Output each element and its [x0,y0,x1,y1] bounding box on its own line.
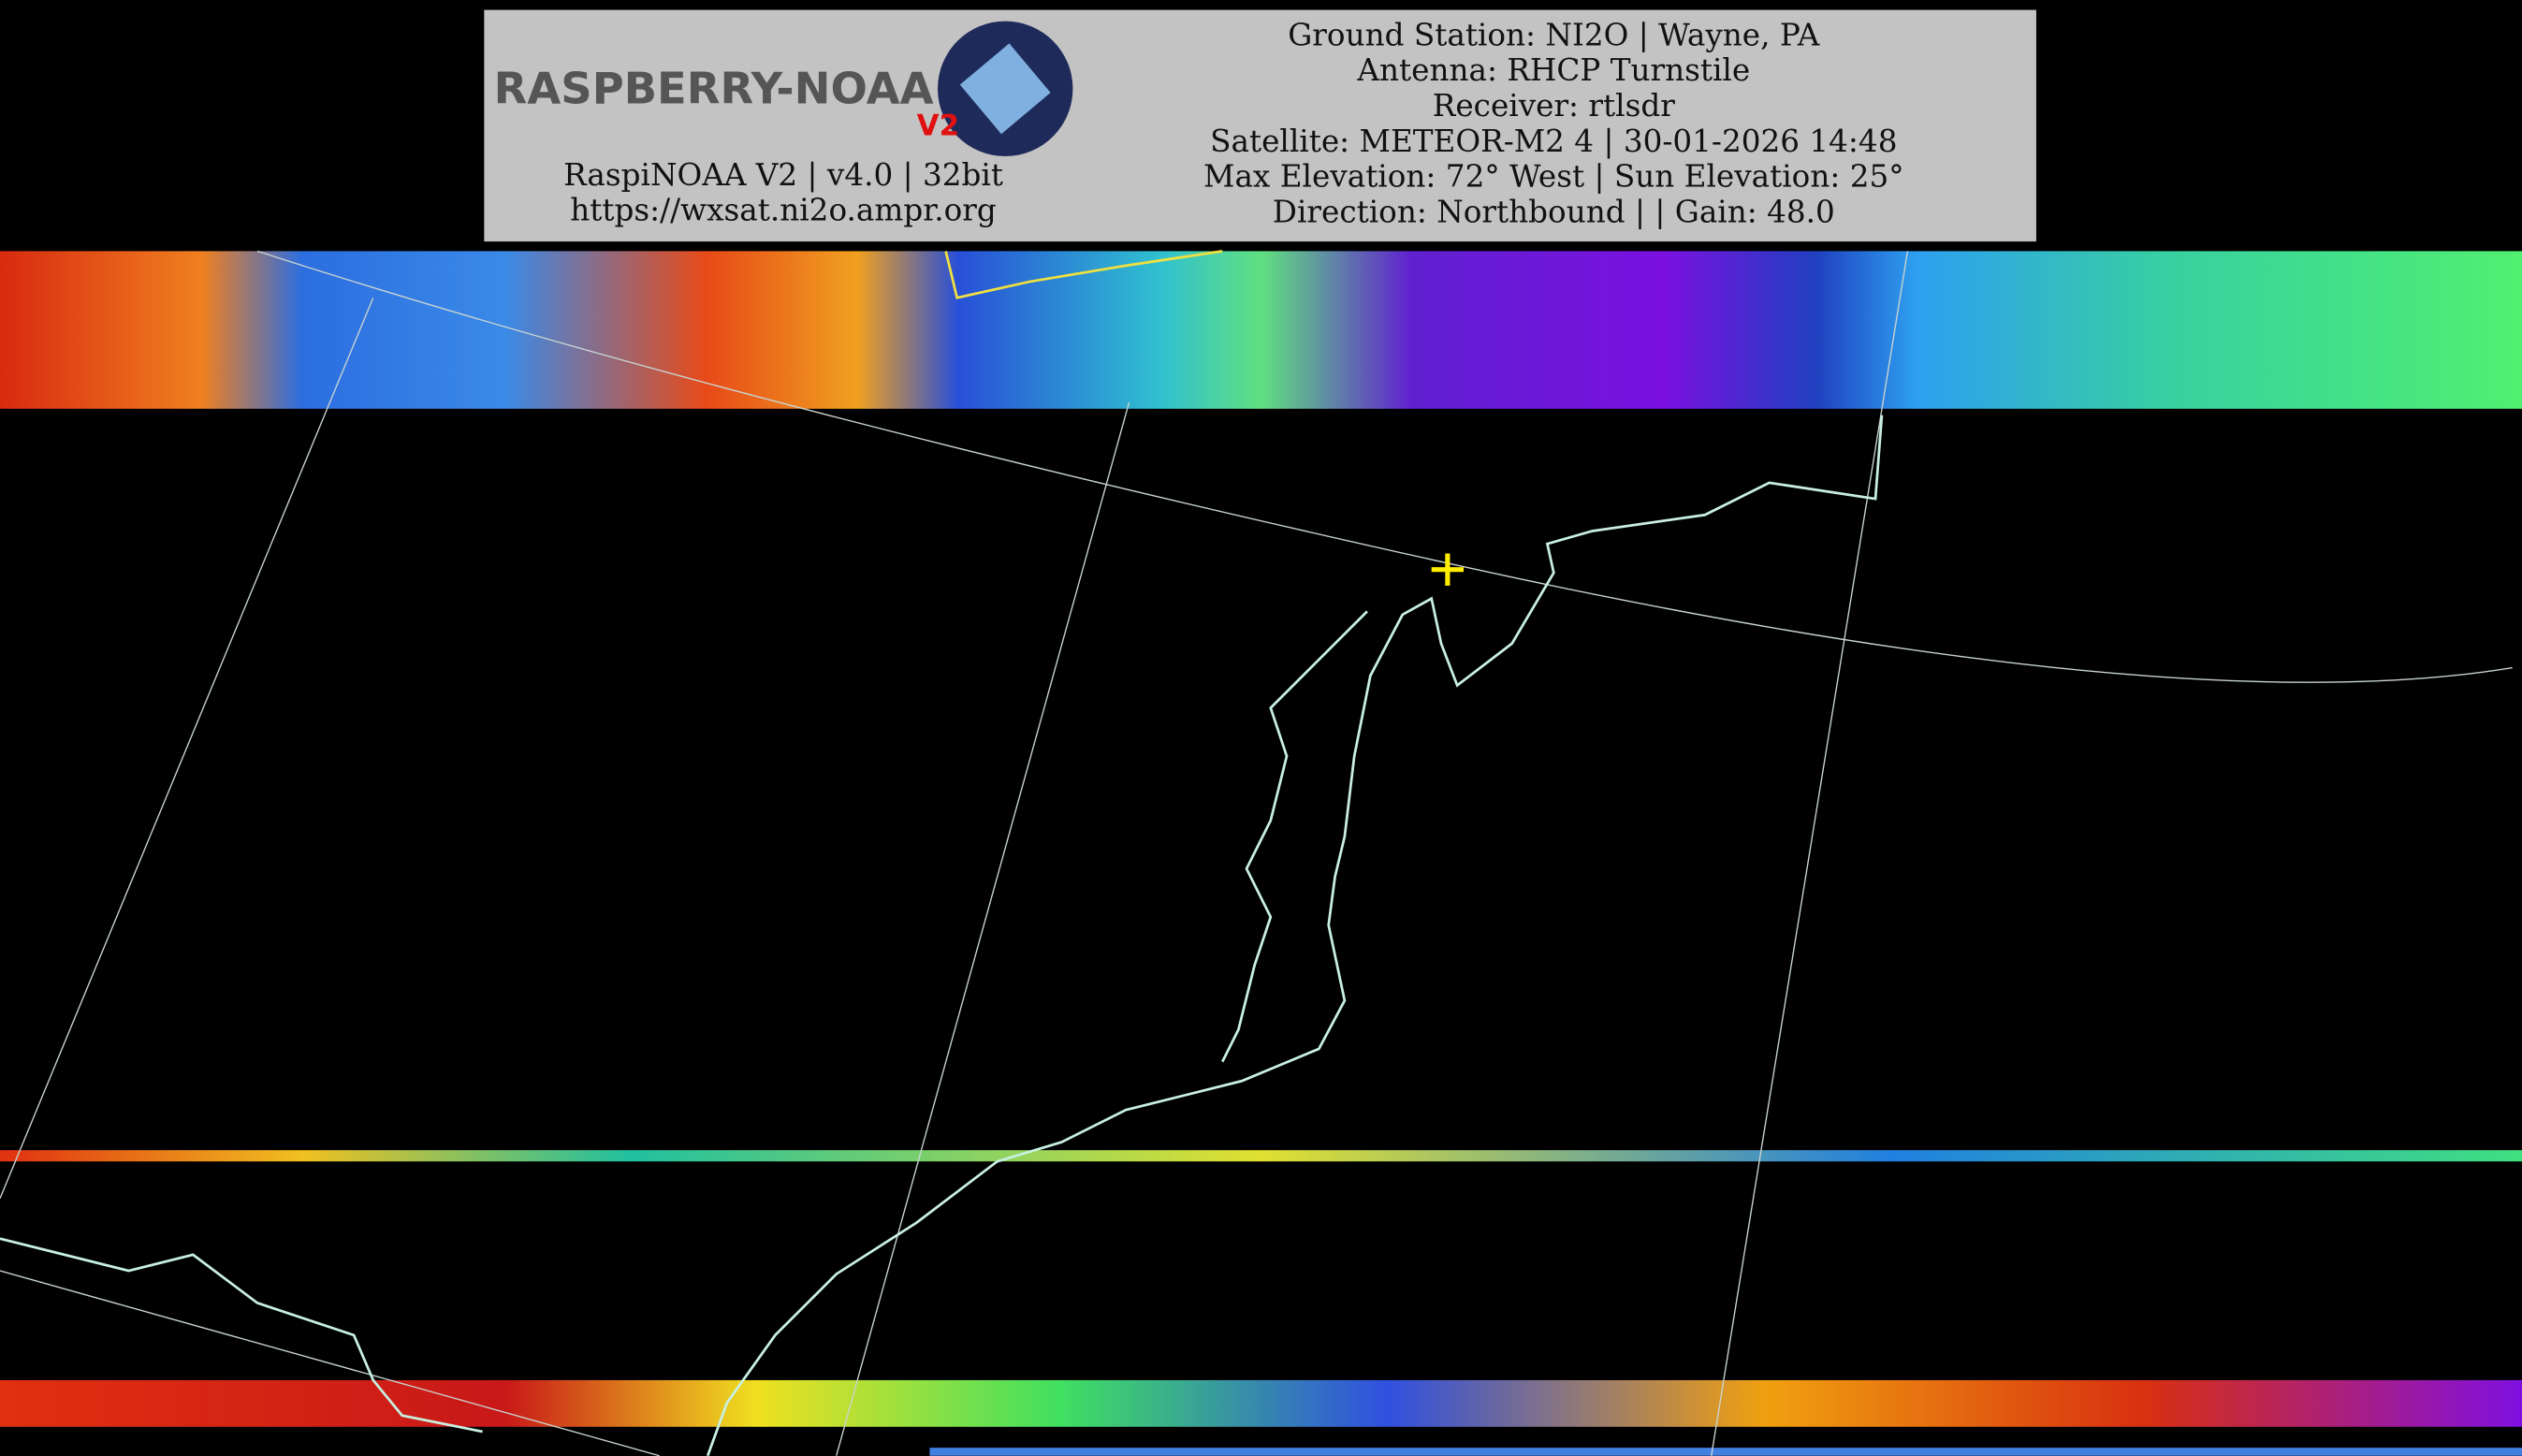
graticule [0,250,2513,1456]
header-box [484,9,2036,242]
logo-text: RASPBERRY-NOAA [494,63,934,113]
info-line: Antenna: RHCP Turnstile [1356,52,1750,88]
info-block: Ground Station: NI2O | Wayne, PAAntenna:… [1203,17,1904,229]
image-strip [0,251,2522,409]
coastline [0,250,1884,1456]
info-line: Receiver: rtlsdr [1433,88,1675,124]
url: https://wxsat.ni2o.ampr.org [570,193,996,228]
info-line: Max Elevation: 72° West | Sun Elevation:… [1203,159,1904,195]
info-line: Direction: Northbound | | Gain: 48.0 [1273,194,1835,229]
image-strip [929,1448,2522,1456]
station-marker [1431,553,1465,586]
image-strip [0,1150,2522,1162]
software-version: RaspiNOAA V2 | v4.0 | 32bit [563,157,1003,193]
logo-icon [959,43,1051,135]
info-line: Satellite: METEOR-M2 4 | 30-01-2026 14:4… [1210,124,1897,159]
logo-badge: V2 [917,109,959,143]
info-line: Ground Station: NI2O | Wayne, PA [1288,17,1820,52]
